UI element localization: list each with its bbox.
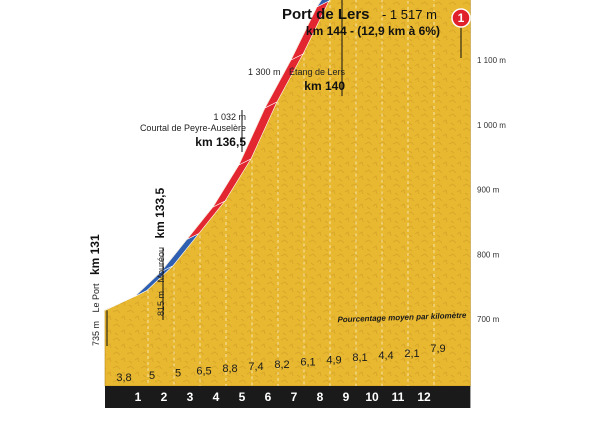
waypoint-le-port: 735 m Le Port km 131 — [86, 234, 108, 346]
km-label: 11 — [392, 390, 405, 404]
summit-altitude: - 1 517 m — [382, 7, 437, 22]
waypoint-place: Étang de Lers — [289, 67, 346, 77]
summit-name: Port de Lers — [282, 6, 370, 23]
category-badge-label: 1 — [458, 11, 465, 25]
waypoint-place: Courtal de Peyre-Auselère — [140, 123, 246, 133]
altitude-tick-label: 1 100 m — [477, 56, 506, 65]
km-label: 9 — [343, 390, 350, 404]
grade-bands — [104, 0, 330, 311]
grade-label: 5 — [175, 368, 181, 380]
grade-label: 8,8 — [222, 363, 237, 375]
altitude-tick-label: 900 m — [477, 186, 500, 195]
svg-text:735 m Le Port km 1: 735 m Le Port km 131 — [86, 234, 103, 346]
category-badge — [451, 8, 471, 28]
km-label: 3 — [187, 390, 194, 404]
grade-label: 8,1 — [352, 352, 367, 364]
svg-text:815 m Mouréou km 1: 815 m Mouréou km 133,5 — [151, 188, 168, 316]
grade-label: 6,5 — [196, 365, 211, 377]
km-label: 5 — [239, 390, 246, 404]
waypoint-km: km 136,5 — [195, 135, 246, 149]
altitude-tick-label: 1 000 m — [477, 121, 506, 130]
grade-label: 7,4 — [248, 361, 263, 373]
grade-label: 4,4 — [378, 350, 393, 362]
km-label: 8 — [317, 390, 324, 404]
waypoint-km: km 133,5 — [153, 188, 167, 239]
waypoint-place: Le Port — [91, 283, 101, 313]
waypoint-place: Mouréou — [156, 247, 166, 283]
waypoint-km: km 131 — [88, 234, 102, 275]
grade-label: 3,8 — [116, 372, 131, 384]
km-label: 4 — [213, 390, 220, 404]
km-dividers — [147, 0, 435, 386]
waypoint-altitude: 815 m — [156, 291, 166, 316]
grade-label: 7,9 — [430, 343, 445, 355]
summit-detail: km 144 - (12,9 km à 6%) — [306, 24, 440, 38]
svg-text:Port de Lers - 1 517 m: Port de Lers - 1 517 m — [282, 6, 437, 23]
grade-label: 5 — [149, 370, 155, 382]
grade-label: 2,1 — [404, 348, 419, 360]
km-label: 6 — [265, 390, 272, 404]
km-label: 12 — [417, 390, 431, 404]
km-label: 1 — [135, 390, 142, 404]
waypoint-courtal: 1 032 m Courtal de Peyre-Auselère km 136… — [140, 110, 246, 152]
waypoint-altitude: 735 m — [91, 321, 101, 346]
waypoint-altitude: 1 300 m — [248, 67, 281, 77]
waypoint-altitude: 1 032 m — [213, 112, 246, 122]
km-base-bar — [105, 386, 471, 408]
grade-label: 4,9 — [326, 354, 341, 366]
svg-text:1 300 m Étang de Lers: 1 300 m Étang de Lers — [248, 62, 346, 79]
grade-band — [316, 0, 330, 8]
summit-header: Port de Lers - 1 517 m km 144 - (12,9 km… — [282, 6, 471, 58]
km-labels: 1 2 3 4 5 6 7 8 9 10 11 12 — [135, 390, 431, 404]
km-label: 7 — [291, 390, 298, 404]
grade-label: 6,1 — [300, 357, 315, 369]
km-label: 2 — [161, 390, 168, 404]
altitude-tick-label: 700 m — [477, 315, 500, 324]
waypoint-moureou: 815 m Mouréou km 133,5 — [151, 188, 168, 320]
km-label: 10 — [365, 390, 379, 404]
waypoint-km: km 140 — [304, 79, 345, 93]
grade-labels: 3,8 5 5 6,5 8,8 7,4 8,2 6,1 4,9 8,1 4,4 2,1 7,9 — [116, 343, 445, 384]
waypoint-etang-de-lers: 1 300 m Étang de Lers km 140 — [248, 0, 346, 96]
grade-label: 8,2 — [274, 359, 289, 371]
altitude-tick-label: 800 m — [477, 250, 500, 259]
